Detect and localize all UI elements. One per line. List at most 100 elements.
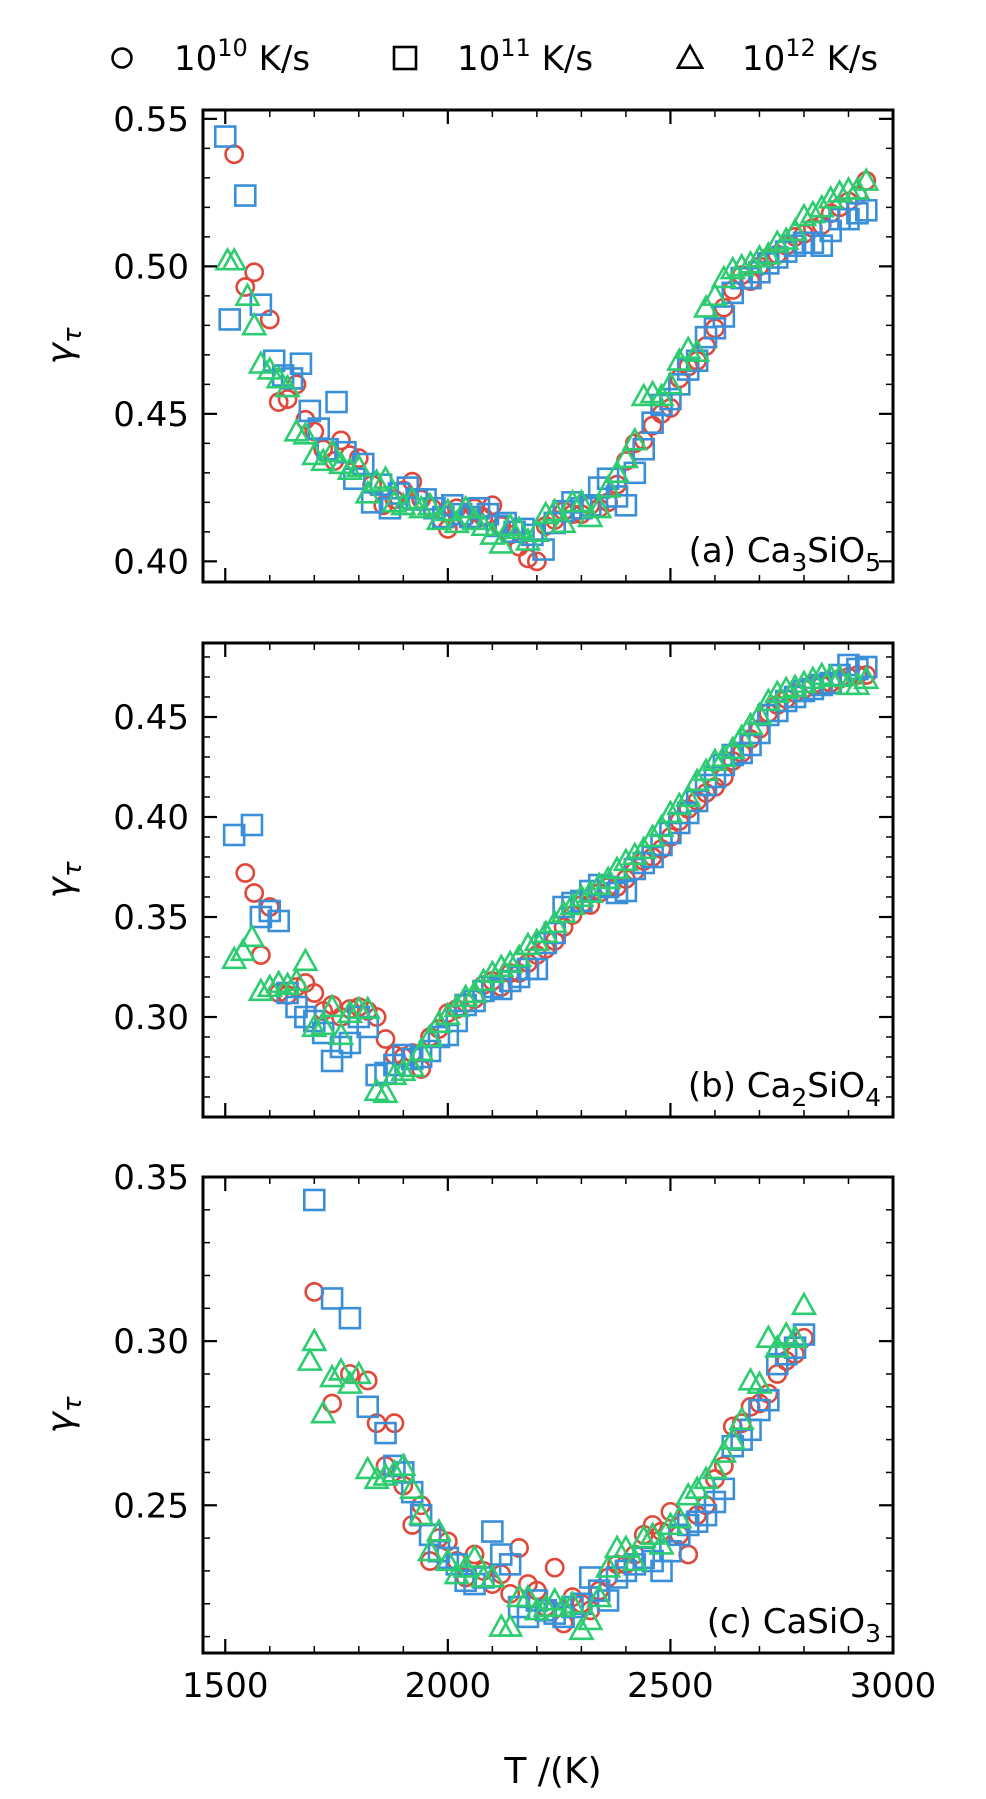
data-point-triangle xyxy=(292,947,319,972)
data-point-triangle xyxy=(781,673,809,698)
data-point-triangle xyxy=(327,1357,355,1381)
data-point-circle xyxy=(678,1544,699,1565)
y-tick-label: 0.45 xyxy=(113,698,189,738)
data-point-triangle xyxy=(755,240,782,265)
data-point-triangle xyxy=(755,687,782,712)
data-point-triangle xyxy=(434,497,462,522)
data-point-triangle xyxy=(621,426,649,451)
data-point-square xyxy=(289,352,313,376)
y-axis-label-symbol: γ xyxy=(40,341,81,364)
data-point-triangle xyxy=(390,491,417,516)
data-point-triangle xyxy=(550,899,577,924)
square-icon xyxy=(392,45,418,71)
data-point-triangle xyxy=(434,1001,462,1026)
data-point-square xyxy=(614,879,638,903)
data-point-square xyxy=(320,1287,344,1310)
data-point-triangle xyxy=(737,249,764,274)
y-axis-label-subscript: τ xyxy=(58,1396,88,1412)
data-point-square xyxy=(267,909,290,933)
data-point-triangle xyxy=(372,1079,399,1104)
data-point-triangle xyxy=(719,255,746,280)
data-point-triangle xyxy=(452,494,479,519)
data-point-circle xyxy=(357,1370,378,1391)
data-point-triangle xyxy=(621,1547,649,1572)
data-point-triangle xyxy=(701,1455,729,1480)
data-point-square xyxy=(374,1421,397,1445)
data-point-square xyxy=(325,390,348,414)
data-point-square xyxy=(240,813,264,837)
data-point-triangle xyxy=(853,665,880,690)
data-point-triangle xyxy=(746,1370,773,1394)
data-point-triangle xyxy=(719,735,746,760)
data-point-triangle xyxy=(541,497,568,522)
data-point-triangle xyxy=(425,1009,453,1034)
data-point-circle xyxy=(660,1501,681,1522)
legend-label: 1012 K/s xyxy=(742,34,878,79)
data-point-triangle xyxy=(603,459,631,483)
data-point-square xyxy=(854,655,878,679)
data-point-triangle xyxy=(452,983,479,1008)
data-point-triangle xyxy=(318,993,346,1018)
data-point-circle xyxy=(235,863,256,883)
legend-item-circle: 1010 K/s xyxy=(111,34,310,79)
y-tick-label: 0.25 xyxy=(113,1486,189,1526)
data-point-triangle xyxy=(425,1517,453,1542)
legend-label-exponent: 12 xyxy=(785,34,816,62)
data-point-triangle xyxy=(755,1324,782,1348)
data-point-triangle xyxy=(318,1363,346,1388)
legend-item-square: 1011 K/s xyxy=(392,34,593,79)
data-point-triangle xyxy=(336,999,364,1024)
data-point-circle xyxy=(111,47,133,69)
data-point-triangle xyxy=(363,468,390,492)
data-point-triangle xyxy=(844,671,871,696)
data-point-triangle xyxy=(799,199,827,224)
panel-annotation: (a) Ca3SiO5 xyxy=(689,531,881,577)
data-point-triangle xyxy=(594,473,622,498)
panel-c: 1500 2000 2500 3000 0.25 0.30 0.35 γτ (c) CaSiO3 xyxy=(40,1158,936,1706)
data-point-triangle xyxy=(817,184,844,209)
data-point-triangle xyxy=(488,529,515,554)
data-point-square xyxy=(481,1520,504,1543)
legend-label-exponent: 10 xyxy=(217,34,248,62)
data-point-square xyxy=(233,184,257,207)
panel-annotation: (b) Ca2SiO4 xyxy=(688,1066,881,1112)
legend-label-base: 10 xyxy=(457,39,500,79)
data-points xyxy=(213,125,880,572)
legend-label: 1011 K/s xyxy=(457,34,593,79)
data-point-triangle xyxy=(657,1511,684,1536)
data-point-triangle xyxy=(657,370,684,395)
data-point-triangle xyxy=(496,949,524,974)
data-point-triangle xyxy=(327,1021,355,1046)
data-point-triangle xyxy=(234,282,261,306)
data-point-triangle xyxy=(443,509,470,534)
data-point-triangle xyxy=(603,855,631,880)
data-point-triangle xyxy=(399,485,426,510)
data-point-circle xyxy=(304,983,325,1003)
legend-label-unit: K/s xyxy=(531,39,593,79)
data-point-triangle xyxy=(648,1530,675,1555)
y-axis-label: γτ xyxy=(40,861,88,898)
annotation-subscript: 4 xyxy=(865,1083,881,1112)
data-point-triangle xyxy=(399,1475,426,1499)
data-point-circle xyxy=(544,1557,565,1578)
data-point-triangle xyxy=(523,927,551,952)
legend-item-triangle: 1012 K/s xyxy=(675,34,878,79)
annotation-subscript: 5 xyxy=(865,548,881,577)
annotation-text: SiO xyxy=(807,531,865,571)
panel-annotation: (c) CaSiO3 xyxy=(707,1602,881,1648)
data-point-triangle xyxy=(764,679,791,704)
data-point-triangle xyxy=(675,43,705,69)
data-point-triangle xyxy=(746,243,773,268)
data-point-square xyxy=(596,1589,620,1612)
data-point-square xyxy=(218,308,242,331)
data-point-square xyxy=(392,45,418,71)
data-point-triangle xyxy=(790,202,818,227)
axes-frame xyxy=(201,641,895,1119)
annotation-text: (a) Ca xyxy=(689,531,792,571)
data-point-triangle xyxy=(790,669,818,694)
data-point-triangle xyxy=(461,979,488,1004)
y-tick-label: 0.45 xyxy=(113,395,189,435)
axes-frame xyxy=(201,108,895,584)
data-point-triangle xyxy=(296,1347,324,1371)
